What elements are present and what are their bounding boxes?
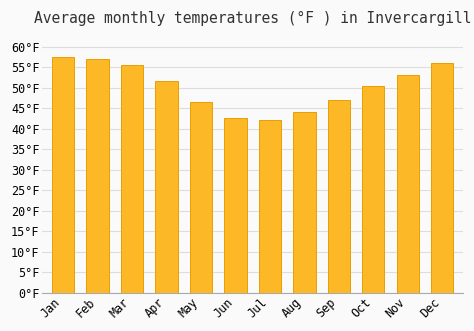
Bar <box>328 100 350 293</box>
Bar <box>121 65 143 293</box>
Title: Average monthly temperatures (°F ) in Invercargill: Average monthly temperatures (°F ) in In… <box>34 11 471 26</box>
Bar <box>155 81 178 293</box>
Bar <box>224 118 246 293</box>
Bar <box>431 63 454 293</box>
Bar <box>259 120 281 293</box>
Bar <box>397 75 419 293</box>
Bar <box>293 112 316 293</box>
Bar <box>190 102 212 293</box>
Bar <box>362 85 384 293</box>
Bar <box>86 59 109 293</box>
Bar <box>52 57 74 293</box>
